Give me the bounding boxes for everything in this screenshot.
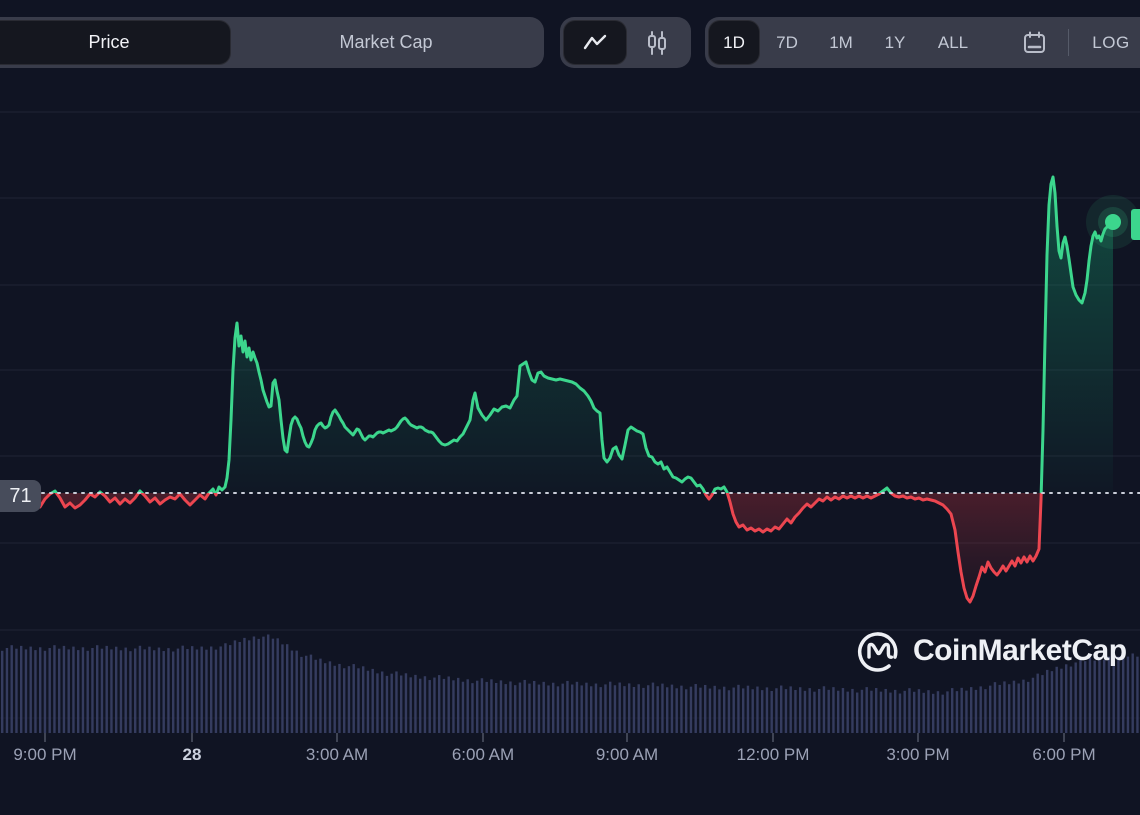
date-range-button[interactable] <box>1012 20 1056 65</box>
line-chart-toggle[interactable] <box>563 20 627 65</box>
line-chart-icon <box>583 34 607 52</box>
toolbar-divider <box>1068 29 1069 56</box>
coinmarketcap-logo-icon <box>856 629 900 673</box>
x-axis-label: 9:00 AM <box>595 745 659 764</box>
range-1d-button[interactable]: 1D <box>708 20 760 65</box>
chart-type-toggle-group <box>560 17 691 68</box>
volume-bars <box>1 634 1139 734</box>
tab-price[interactable]: Price <box>0 20 231 65</box>
x-axis-label: 3:00 AM <box>305 745 369 764</box>
watermark-text: CoinMarketCap <box>913 634 1127 667</box>
watermark: CoinMarketCap <box>856 629 1127 673</box>
log-scale-button[interactable]: LOG <box>1083 20 1139 65</box>
candlestick-toggle[interactable] <box>627 20 686 65</box>
range-all-button[interactable]: ALL <box>922 20 984 65</box>
range-1m-button[interactable]: 1M <box>814 20 868 65</box>
chart-overlay <box>41 195 1140 742</box>
baseline-price-tag: 71 <box>0 480 41 512</box>
x-axis-label: 6:00 AM <box>451 745 515 764</box>
x-axis-label: 9:00 PM <box>13 745 77 764</box>
range-7d-button[interactable]: 7D <box>760 20 814 65</box>
candlestick-icon <box>646 30 668 55</box>
x-axis-label: 6:00 PM <box>1032 745 1096 764</box>
x-axis-label: 3:00 PM <box>886 745 950 764</box>
x-axis-label: 12:00 PM <box>736 745 810 764</box>
gridlines <box>0 111 1140 719</box>
price-line <box>0 175 1115 604</box>
time-range-group: 1D 7D 1M 1Y ALL LOG <box>705 17 1140 68</box>
range-1y-button[interactable]: 1Y <box>868 20 922 65</box>
calendar-icon <box>1023 31 1046 55</box>
x-axis-label: 28 <box>182 745 202 764</box>
tab-market-cap[interactable]: Market Cap <box>231 20 541 65</box>
metric-tab-group: Price Market Cap <box>0 17 544 68</box>
